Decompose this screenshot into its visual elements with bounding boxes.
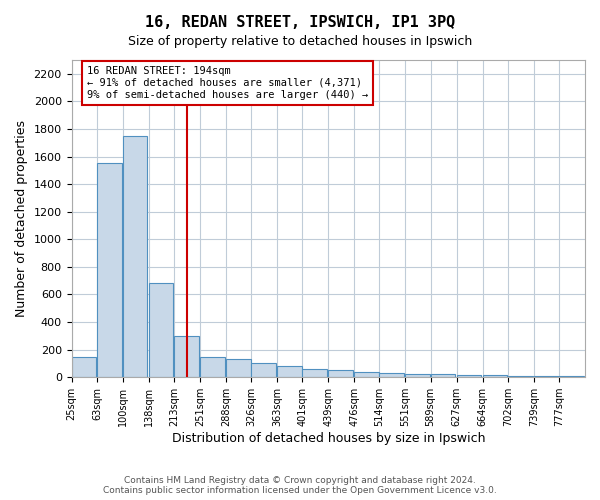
Bar	[406, 374, 430, 377]
Bar	[251, 364, 276, 377]
Bar	[149, 284, 173, 377]
Bar	[302, 369, 327, 377]
Text: Size of property relative to detached houses in Ipswich: Size of property relative to detached ho…	[128, 35, 472, 48]
Bar	[379, 373, 404, 377]
Text: 16 REDAN STREET: 194sqm
← 91% of detached houses are smaller (4,371)
9% of semi-: 16 REDAN STREET: 194sqm ← 91% of detache…	[87, 66, 368, 100]
Bar	[482, 375, 508, 377]
Text: Contains HM Land Registry data © Crown copyright and database right 2024.
Contai: Contains HM Land Registry data © Crown c…	[103, 476, 497, 495]
Bar	[354, 372, 379, 377]
Bar	[508, 376, 533, 377]
Bar	[559, 376, 584, 377]
Bar	[534, 376, 559, 377]
Text: 16, REDAN STREET, IPSWICH, IP1 3PQ: 16, REDAN STREET, IPSWICH, IP1 3PQ	[145, 15, 455, 30]
Bar	[174, 336, 199, 377]
Bar	[226, 360, 251, 377]
Y-axis label: Number of detached properties: Number of detached properties	[15, 120, 28, 317]
Bar	[200, 356, 224, 377]
Bar	[277, 366, 302, 377]
Bar	[328, 370, 353, 377]
Bar	[457, 374, 481, 377]
X-axis label: Distribution of detached houses by size in Ipswich: Distribution of detached houses by size …	[172, 432, 485, 445]
Bar	[97, 164, 122, 377]
Bar	[71, 356, 96, 377]
Bar	[123, 136, 148, 377]
Bar	[431, 374, 455, 377]
